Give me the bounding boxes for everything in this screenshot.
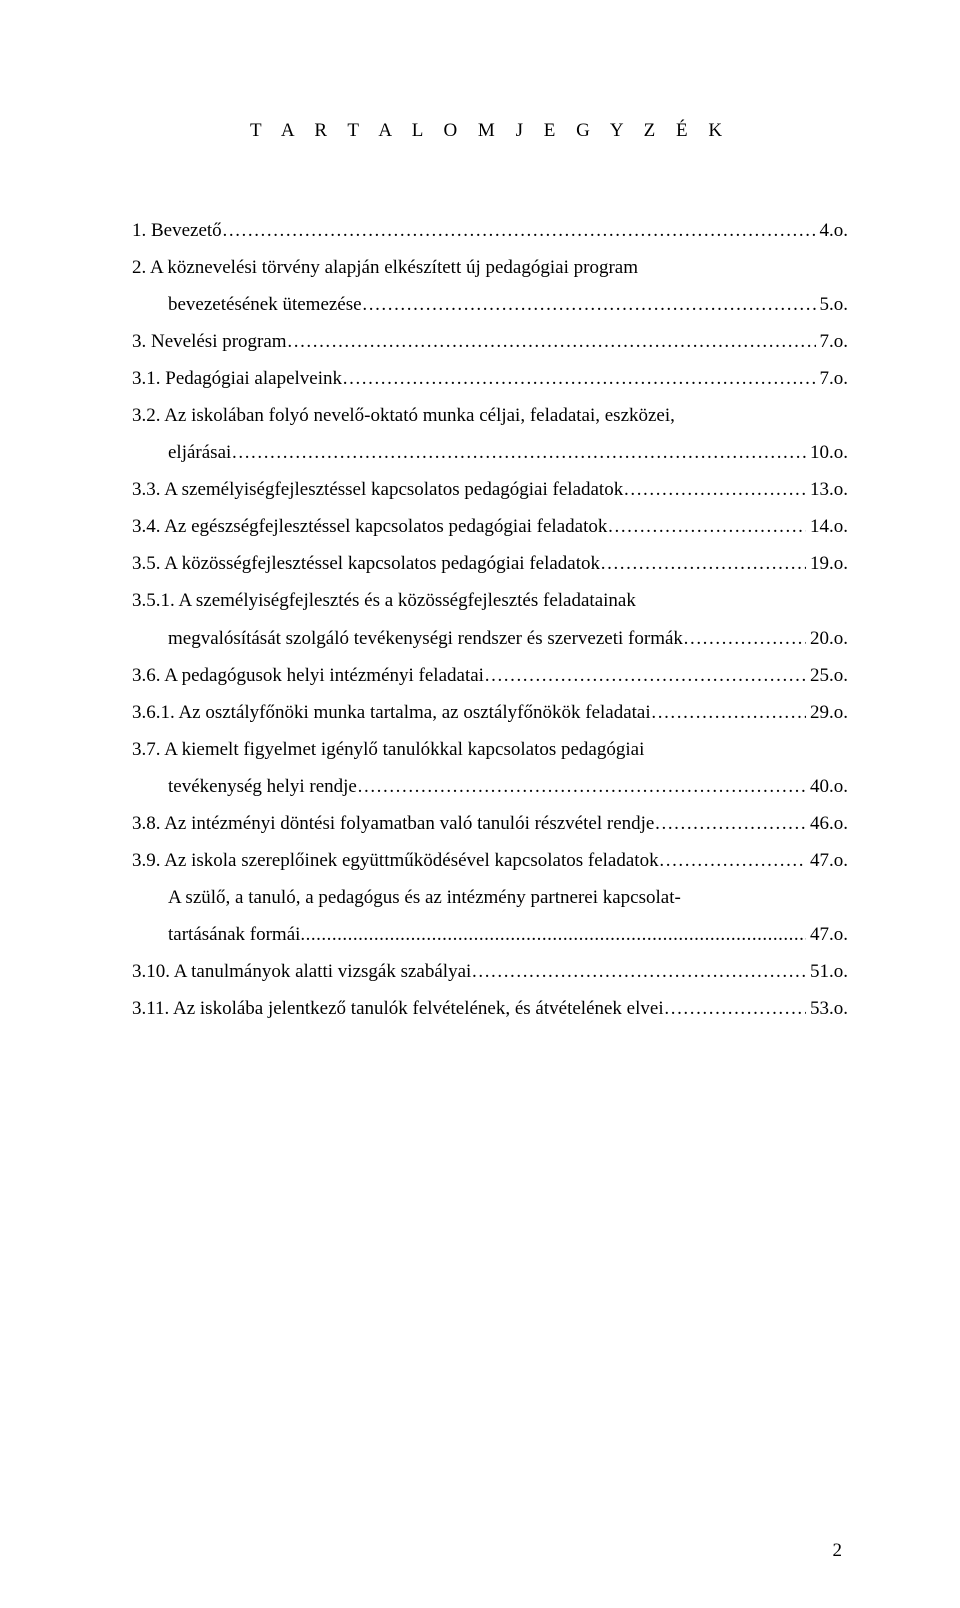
toc-entry: 1. Bevezető 4.o. (132, 212, 848, 249)
toc-entry-label: A szülő, a tanuló, a pedagógus és az int… (168, 879, 681, 916)
toc-leader-dots (651, 694, 806, 731)
toc-entry: 3.8. Az intézményi döntési folyamatban v… (132, 805, 848, 842)
toc-entry: 3.5.1. A személyiségfejlesztés és a közö… (132, 582, 848, 619)
toc-entry-page: 4.o. (816, 212, 849, 249)
toc-entry-page: 5.o. (816, 286, 849, 323)
toc-leader-dots (664, 990, 806, 1027)
toc-entry: 3.11. Az iskolába jelentkező tanulók fel… (132, 990, 848, 1027)
toc-entry-label: tartásának formái (168, 916, 300, 953)
toc-entry-label: 3.11. Az iskolába jelentkező tanulók fel… (132, 990, 664, 1027)
toc-entry-page: 53.o. (806, 990, 848, 1027)
toc-entry-label: megvalósítását szolgáló tevékenységi ren… (168, 620, 683, 657)
toc-entry: 3.9. Az iskola szereplőinek együttműködé… (132, 842, 848, 879)
toc-entry-label: 3.1. Pedagógiai alapelveink (132, 360, 342, 397)
toc-entry: tevékenység helyi rendje 40.o. (132, 768, 848, 805)
toc-leader-dots (659, 842, 806, 879)
toc-entry: 3.3. A személyiségfejlesztéssel kapcsola… (132, 471, 848, 508)
toc-entry: eljárásai 10.o. (132, 434, 848, 471)
toc-leader-dots (600, 545, 806, 582)
toc-leader-dots (342, 360, 816, 397)
toc-entry-page: 13.o. (806, 471, 848, 508)
toc-entry-label: 3.6.1. Az osztályfőnöki munka tartalma, … (132, 694, 651, 731)
toc-entry-label: 3.7. A kiemelt figyelmet igénylő tanulók… (132, 731, 644, 768)
toc-entry: 3.6. A pedagógusok helyi intézményi fela… (132, 657, 848, 694)
toc-entry-page: 7.o. (816, 360, 849, 397)
toc-leader-dots (231, 434, 806, 471)
toc-entry-page: 19.o. (806, 545, 848, 582)
toc-entry-label: 3.2. Az iskolában folyó nevelő-oktató mu… (132, 397, 675, 434)
toc-leader-dots (287, 323, 816, 360)
toc-entry: 3.5. A közösségfejlesztéssel kapcsolatos… (132, 545, 848, 582)
toc-entry-page: 46.o. (806, 805, 848, 842)
toc-entry-page: 7.o. (816, 323, 849, 360)
toc-entry-label: 3.8. Az intézményi döntési folyamatban v… (132, 805, 654, 842)
toc-leader-dots (222, 212, 816, 249)
toc-entry-label: 3.3. A személyiségfejlesztéssel kapcsola… (132, 471, 623, 508)
toc-entry: 3. Nevelési program 7.o. (132, 323, 848, 360)
toc-leader-dots (300, 916, 806, 953)
toc-entry-label: 3.5. A közösségfejlesztéssel kapcsolatos… (132, 545, 600, 582)
toc-entry-label: 3.9. Az iskola szereplőinek együttműködé… (132, 842, 659, 879)
toc-leader-dots (623, 471, 806, 508)
toc-entry-page: 14.o. (806, 508, 848, 545)
toc-entry: 3.2. Az iskolában folyó nevelő-oktató mu… (132, 397, 848, 434)
toc-entry-label: 3.6. A pedagógusok helyi intézményi fela… (132, 657, 484, 694)
toc-leader-dots (607, 508, 806, 545)
toc-entry-label: eljárásai (168, 434, 231, 471)
toc-leader-dots (484, 657, 806, 694)
toc-entry-page: 40.o. (806, 768, 848, 805)
document-page: T A R T A L O M J E G Y Z É K 1. Bevezet… (0, 0, 960, 1608)
toc-entry: A szülő, a tanuló, a pedagógus és az int… (132, 879, 848, 916)
toc-entry: 3.6.1. Az osztályfőnöki munka tartalma, … (132, 694, 848, 731)
toc-entry: 3.7. A kiemelt figyelmet igénylő tanulók… (132, 731, 848, 768)
toc-entry-page: 20.o. (806, 620, 848, 657)
toc-leader-dots (654, 805, 806, 842)
toc-entry-label: 3.4. Az egészségfejlesztéssel kapcsolato… (132, 508, 607, 545)
toc-entry-page: 10.o. (806, 434, 848, 471)
toc-entry-label: tevékenység helyi rendje (168, 768, 357, 805)
toc-entry-label: 2. A köznevelési törvény alapján elkészí… (132, 249, 638, 286)
toc-entry: tartásának formái 47.o. (132, 916, 848, 953)
toc-entry-label: 3.5.1. A személyiségfejlesztés és a közö… (132, 582, 636, 619)
toc-entry: 3.4. Az egészségfejlesztéssel kapcsolato… (132, 508, 848, 545)
toc-leader-dots (683, 620, 806, 657)
toc-title: T A R T A L O M J E G Y Z É K (132, 120, 848, 142)
toc-entry-page: 47.o. (806, 842, 848, 879)
toc-entry-label: 3.10. A tanulmányok alatti vizsgák szabá… (132, 953, 471, 990)
toc-entry: 2. A köznevelési törvény alapján elkészí… (132, 249, 848, 286)
toc-entry-label: bevezetésének ütemezése (168, 286, 362, 323)
toc-leader-dots (471, 953, 806, 990)
toc-leader-dots (357, 768, 806, 805)
page-number: 2 (833, 1540, 843, 1562)
toc-entry-page: 51.o. (806, 953, 848, 990)
toc-entry-page: 29.o. (806, 694, 848, 731)
toc-entry-label: 3. Nevelési program (132, 323, 287, 360)
toc-entry: 3.1. Pedagógiai alapelveink 7.o. (132, 360, 848, 397)
toc-entry: bevezetésének ütemezése 5.o. (132, 286, 848, 323)
toc-leader-dots (362, 286, 816, 323)
toc-entry: megvalósítását szolgáló tevékenységi ren… (132, 620, 848, 657)
toc-entry-page: 25.o. (806, 657, 848, 694)
toc-list: 1. Bevezető 4.o.2. A köznevelési törvény… (132, 212, 848, 1027)
toc-entry-page: 47.o. (806, 916, 848, 953)
toc-entry: 3.10. A tanulmányok alatti vizsgák szabá… (132, 953, 848, 990)
toc-entry-label: 1. Bevezető (132, 212, 222, 249)
